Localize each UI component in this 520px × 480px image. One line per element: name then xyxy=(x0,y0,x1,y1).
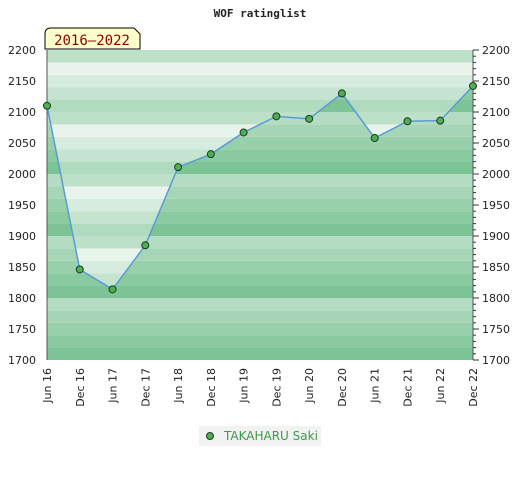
data-point[interactable] xyxy=(403,117,412,126)
band-upper xyxy=(47,99,473,112)
legend[interactable]: TAKAHARU Saki xyxy=(199,426,321,446)
band-lower xyxy=(47,285,473,298)
series-line xyxy=(46,85,474,291)
y-tick-label-right: 1850 xyxy=(482,261,510,274)
period-badge: 2016–2022 xyxy=(44,27,141,50)
x-tick-label: Dec 21 xyxy=(401,368,414,407)
y-tick-label-right: 2000 xyxy=(482,168,510,181)
x-tick-label: Dec 17 xyxy=(139,368,152,407)
y-tick-label-left: 2100 xyxy=(8,106,36,119)
y-tick-label-left: 1900 xyxy=(8,230,36,243)
band-upper xyxy=(47,112,473,125)
data-point[interactable] xyxy=(436,116,445,125)
y-tick-label-right: 1800 xyxy=(482,292,510,305)
chart-title: WOF ratinglist xyxy=(214,7,307,20)
data-point[interactable] xyxy=(239,128,248,137)
series-line-group xyxy=(46,85,474,291)
band-lower xyxy=(47,248,473,261)
band-lower xyxy=(47,335,473,348)
data-point[interactable] xyxy=(75,265,84,274)
legend-box xyxy=(199,426,321,446)
data-point[interactable] xyxy=(469,81,477,90)
y-tick-label-left: 2050 xyxy=(8,137,36,150)
x-tick-label: Dec 19 xyxy=(270,368,283,407)
data-point[interactable] xyxy=(43,101,51,110)
y-tick-label-left: 1750 xyxy=(8,323,36,336)
y-tick-label-right: 2100 xyxy=(482,106,510,119)
x-tick-label: Jun 21 xyxy=(369,368,382,404)
x-tick-label: Dec 18 xyxy=(205,368,218,407)
band-lower xyxy=(47,236,473,249)
x-tick-label: Jun 16 xyxy=(41,368,54,404)
y-tick-label-left: 1700 xyxy=(8,354,36,367)
data-point[interactable] xyxy=(206,150,215,159)
data-point[interactable] xyxy=(108,285,117,294)
x-tick-label: Jun 17 xyxy=(107,368,120,404)
data-point[interactable] xyxy=(305,114,314,123)
y-tick-label-right: 1700 xyxy=(482,354,510,367)
band-lower xyxy=(47,310,473,323)
band-upper xyxy=(47,87,473,100)
x-tick-label: Dec 20 xyxy=(336,368,349,407)
data-point[interactable] xyxy=(141,241,150,250)
axes: 1700 1700 1750 1750 1800 1800 1850 1850 1900 1900… xyxy=(8,44,510,407)
y-tick-label-right: 1950 xyxy=(482,199,510,212)
y-tick-label-left: 1850 xyxy=(8,261,36,274)
x-tick-label: Dec 22 xyxy=(467,368,480,407)
data-point[interactable] xyxy=(272,112,281,121)
x-tick-label: Jun 20 xyxy=(303,368,316,404)
band-lower xyxy=(47,322,473,336)
y-tick-label-left: 2000 xyxy=(8,168,36,181)
legend-marker-icon xyxy=(206,432,214,440)
band-lower xyxy=(47,260,473,274)
data-point[interactable] xyxy=(337,89,346,98)
data-point[interactable] xyxy=(370,134,379,143)
y-tick-label-left: 1950 xyxy=(8,199,36,212)
band-lower xyxy=(47,298,473,311)
period-badge-text: 2016–2022 xyxy=(54,33,130,49)
y-tick-label-left: 2200 xyxy=(8,44,36,57)
y-tick-label-left: 1800 xyxy=(8,292,36,305)
y-tick-label-right: 2150 xyxy=(482,75,510,88)
y-tick-label-right: 1900 xyxy=(482,230,510,243)
x-tick-label: Jun 22 xyxy=(434,368,447,404)
legend-label: TAKAHARU Saki xyxy=(223,429,318,443)
x-tick-label: Jun 19 xyxy=(238,368,251,404)
y-tick-label-right: 2200 xyxy=(482,44,510,57)
band-upper xyxy=(47,74,473,88)
y-tick-label-right: 2050 xyxy=(482,137,510,150)
x-tick-label: Dec 16 xyxy=(74,368,87,407)
band-upper xyxy=(47,50,473,63)
data-point[interactable] xyxy=(174,163,183,172)
data-markers xyxy=(43,81,477,294)
y-tick-label-left: 2150 xyxy=(8,75,36,88)
band-lower xyxy=(47,273,473,286)
x-tick-label: Jun 18 xyxy=(172,368,185,404)
band-upper xyxy=(47,62,473,75)
y-tick-label-right: 1750 xyxy=(482,323,510,336)
band-lower xyxy=(47,347,473,360)
